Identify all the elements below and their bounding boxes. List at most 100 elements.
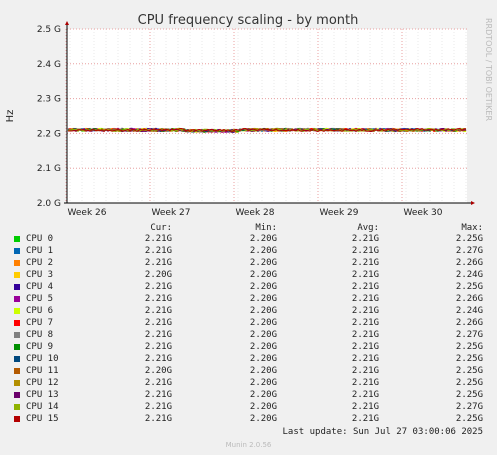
legend-max-value: 2.25G — [455, 342, 483, 352]
legend-header: Cur: Min: Avg: Max: — [0, 222, 497, 233]
grid-lines — [65, 28, 467, 203]
legend-swatch — [14, 320, 20, 326]
legend-swatch — [14, 284, 20, 290]
legend-cur-value: 2.21G — [144, 390, 172, 400]
legend-avg-value: 2.21G — [351, 342, 379, 352]
legend-avg-value: 2.21G — [351, 234, 379, 244]
y-tick-label: 2.3 G — [37, 95, 61, 105]
legend-avg-value: 2.21G — [351, 402, 379, 412]
legend-cur-value: 2.21G — [144, 414, 172, 424]
y-tick-label: 2.0 G — [37, 199, 61, 209]
legend-min-value: 2.20G — [249, 378, 277, 388]
legend-row: CPU 9 2.21G 2.20G 2.21G 2.25G — [0, 341, 497, 353]
y-tick-label: 2.4 G — [37, 60, 61, 70]
legend-cur-value: 2.21G — [144, 246, 172, 256]
legend-series-name: CPU 9 — [26, 342, 54, 352]
legend-row: CPU 11 2.20G 2.20G 2.21G 2.25G — [0, 365, 497, 377]
legend-max-value: 2.25G — [455, 414, 483, 424]
legend-avg-value: 2.21G — [351, 354, 379, 364]
legend-max-value: 2.26G — [455, 294, 483, 304]
legend-max-value: 2.25G — [455, 354, 483, 364]
legend-series-name: CPU 6 — [26, 306, 54, 316]
legend-max-value: 2.24G — [455, 306, 483, 316]
x-tick-labels: Week 26 Week 27 Week 28 Week 29 Week 30 — [68, 208, 443, 218]
legend-series-name: CPU 15 — [26, 414, 59, 424]
legend-swatch — [14, 368, 20, 374]
legend-max-value: 2.27G — [455, 330, 483, 340]
legend-min-value: 2.20G — [249, 282, 277, 292]
legend-min-value: 2.20G — [249, 390, 277, 400]
legend-max-value: 2.27G — [455, 402, 483, 412]
axes — [64, 21, 475, 205]
legend-table: Cur: Min: Avg: Max: CPU 0 2.21G 2.20G 2.21G… — [0, 222, 497, 425]
y-axis-arrow — [65, 21, 69, 25]
legend-avg-value: 2.21G — [351, 330, 379, 340]
legend-min-value: 2.20G — [249, 294, 277, 304]
legend-cur-value: 2.21G — [144, 330, 172, 340]
legend-avg-value: 2.21G — [351, 306, 379, 316]
legend-min-value: 2.20G — [249, 414, 277, 424]
legend-row: CPU 15 2.21G 2.20G 2.21G 2.25G — [0, 413, 497, 425]
legend-max-value: 2.25G — [455, 282, 483, 292]
legend-series-name: CPU 1 — [26, 246, 54, 256]
legend-max-value: 2.26G — [455, 318, 483, 328]
x-tick-label: Week 26 — [68, 208, 107, 218]
legend-cur-value: 2.21G — [144, 378, 172, 388]
legend-min-value: 2.20G — [249, 258, 277, 268]
rrdtool-watermark: RRDTOOL / TOBI OETIKER — [484, 18, 493, 121]
legend-series-name: CPU 3 — [26, 270, 54, 280]
legend-series-name: CPU 5 — [26, 294, 54, 304]
x-tick-label: Week 30 — [404, 208, 443, 218]
plot-area — [67, 29, 467, 203]
x-axis-arrow — [471, 201, 475, 205]
legend-max-value: 2.24G — [455, 270, 483, 280]
legend-swatch — [14, 236, 20, 242]
legend-cur-value: 2.21G — [144, 306, 172, 316]
legend-avg-value: 2.21G — [351, 258, 379, 268]
legend-min-value: 2.20G — [249, 366, 277, 376]
legend-swatch — [14, 392, 20, 398]
legend-series-name: CPU 10 — [26, 354, 59, 364]
legend-swatch — [14, 248, 20, 254]
legend-avg-value: 2.21G — [351, 294, 379, 304]
legend-row: CPU 0 2.21G 2.20G 2.21G 2.25G — [0, 233, 497, 245]
legend-min-value: 2.20G — [249, 270, 277, 280]
legend-min-value: 2.20G — [249, 246, 277, 256]
legend-swatch — [14, 380, 20, 386]
legend-series-name: CPU 4 — [26, 282, 54, 292]
legend-row: CPU 12 2.21G 2.20G 2.21G 2.25G — [0, 377, 497, 389]
chart-title: CPU frequency scaling - by month — [138, 13, 359, 28]
legend-max-value: 2.25G — [455, 378, 483, 388]
legend-row: CPU 3 2.20G 2.20G 2.21G 2.24G — [0, 269, 497, 281]
y-tick-labels: 2.0 G 2.1 G 2.2 G 2.3 G 2.4 G 2.5 G — [37, 25, 61, 209]
legend-swatch — [14, 272, 20, 278]
x-tick-label: Week 28 — [236, 208, 275, 218]
legend-row: CPU 8 2.21G 2.20G 2.21G 2.27G — [0, 329, 497, 341]
legend-row: CPU 14 2.21G 2.20G 2.21G 2.27G — [0, 401, 497, 413]
legend-swatch — [14, 404, 20, 410]
legend-min-value: 2.20G — [249, 318, 277, 328]
legend-cur-value: 2.21G — [144, 318, 172, 328]
legend-series-name: CPU 2 — [26, 258, 54, 268]
legend-row: CPU 2 2.21G 2.20G 2.21G 2.26G — [0, 257, 497, 269]
legend-row: CPU 10 2.21G 2.20G 2.21G 2.25G — [0, 353, 497, 365]
max-header: Max: — [461, 223, 483, 233]
legend-series-name: CPU 7 — [26, 318, 54, 328]
legend-row: CPU 7 2.21G 2.20G 2.21G 2.26G — [0, 317, 497, 329]
legend-series-name: CPU 8 — [26, 330, 54, 340]
legend-swatch — [14, 356, 20, 362]
legend-row: CPU 5 2.21G 2.20G 2.21G 2.26G — [0, 293, 497, 305]
legend-cur-value: 2.20G — [144, 366, 172, 376]
legend-cur-value: 2.21G — [144, 258, 172, 268]
legend-max-value: 2.26G — [455, 258, 483, 268]
legend-series-name: CPU 0 — [26, 234, 54, 244]
legend-min-value: 2.20G — [249, 402, 277, 412]
legend-avg-value: 2.21G — [351, 282, 379, 292]
legend-swatch — [14, 332, 20, 338]
min-header: Min: — [255, 223, 277, 233]
last-update-text: Last update: Sun Jul 27 03:00:06 2025 — [282, 427, 483, 437]
y-axis-label: Hz — [5, 110, 16, 123]
legend-row: CPU 1 2.21G 2.20G 2.21G 2.27G — [0, 245, 497, 257]
legend-cur-value: 2.20G — [144, 270, 172, 280]
cur-header: Cur: — [150, 223, 172, 233]
